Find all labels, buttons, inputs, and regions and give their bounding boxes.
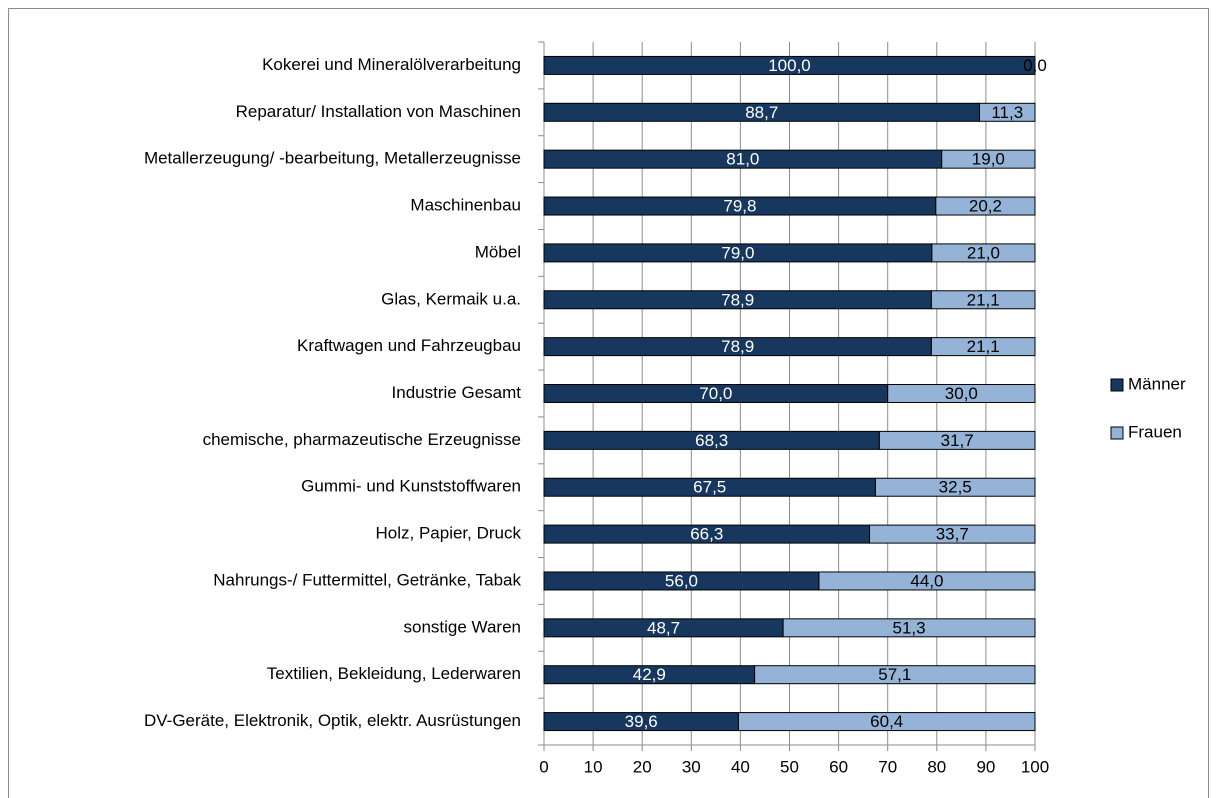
x-tick-label: 40 xyxy=(731,757,750,776)
data-label: 68,3 xyxy=(695,431,728,450)
data-label: 32,5 xyxy=(939,478,972,497)
y-tick-label: DV-Geräte, Elektronik, Optik, elektr. Au… xyxy=(144,711,521,730)
data-label: 42,9 xyxy=(633,665,666,684)
x-tick-label: 30 xyxy=(682,757,701,776)
data-label: 30,0 xyxy=(945,384,978,403)
bar-segment xyxy=(941,149,1036,169)
legend-label: Frauen xyxy=(1128,422,1182,441)
bar-segment xyxy=(931,243,1036,263)
bar-segment xyxy=(754,665,1036,685)
y-tick-label: Maschinenbau xyxy=(410,196,521,215)
x-tick-label: 0 xyxy=(539,757,548,776)
y-tick-label: sonstige Waren xyxy=(404,617,521,636)
bar-segment xyxy=(782,618,1036,638)
x-tick-label: 50 xyxy=(780,757,799,776)
y-tick-label: Nahrungs-/ Futtermittel, Getränke, Tabak xyxy=(213,570,521,589)
y-tick-label: Gummi- und Kunststoffwaren xyxy=(301,477,521,496)
data-label: 39,6 xyxy=(625,712,658,731)
x-tick-label: 60 xyxy=(829,757,848,776)
data-label: 51,3 xyxy=(893,618,926,637)
data-label: 67,5 xyxy=(693,478,726,497)
data-label: 56,0 xyxy=(665,571,698,590)
data-label: 19,0 xyxy=(972,150,1005,169)
x-tick-label: 90 xyxy=(976,757,995,776)
data-label: 20,2 xyxy=(969,197,1002,216)
bar-segment xyxy=(818,571,1036,591)
x-tick-label: 20 xyxy=(633,757,652,776)
data-label: 11,3 xyxy=(991,103,1023,122)
data-label: 60,4 xyxy=(870,712,903,731)
data-label: 48,7 xyxy=(647,618,680,637)
bar-segment xyxy=(878,430,1036,450)
legend-swatch xyxy=(1110,378,1124,392)
bar-segment xyxy=(543,55,1036,75)
data-label: 21,0 xyxy=(967,243,1000,262)
bar-segment xyxy=(935,196,1036,216)
bar-segment xyxy=(930,337,1036,357)
data-label: 33,7 xyxy=(936,525,969,544)
data-label: 79,8 xyxy=(723,197,756,216)
data-label: 88,7 xyxy=(745,103,778,122)
y-tick-label: Möbel xyxy=(475,242,521,261)
y-tick-label: chemische, pharmazeutische Erzeugnisse xyxy=(203,430,521,449)
x-tick-label: 10 xyxy=(584,757,603,776)
data-label: 57,1 xyxy=(878,665,911,684)
data-label: 21,1 xyxy=(967,337,1000,356)
y-tick-label: Textilien, Bekleidung, Lederwaren xyxy=(267,664,521,683)
legend-swatch xyxy=(1110,426,1124,440)
y-tick-label: Glas, Kermaik u.a. xyxy=(381,289,521,308)
x-tick-label: 70 xyxy=(878,757,897,776)
data-label: 44,0 xyxy=(910,571,943,590)
y-tick-label: Metallerzeugung/ -bearbeitung, Metallerz… xyxy=(144,149,521,168)
y-tick-label: Kokerei und Mineralölverarbeitung xyxy=(262,55,521,74)
bar-segment xyxy=(930,290,1036,310)
data-label: 21,1 xyxy=(967,290,1000,309)
bar-segment xyxy=(869,524,1036,544)
data-label: 81,0 xyxy=(726,150,759,169)
data-label: 78,9 xyxy=(721,337,754,356)
data-label: 100,0 xyxy=(768,56,811,75)
y-tick-label: Industrie Gesamt xyxy=(392,383,522,402)
bar-segment xyxy=(874,477,1036,497)
legend-label: Männer xyxy=(1128,374,1186,393)
data-label: 70,0 xyxy=(699,384,732,403)
x-tick-label: 80 xyxy=(927,757,946,776)
y-tick-label: Reparatur/ Installation von Maschinen xyxy=(236,102,521,121)
bar-segment xyxy=(737,712,1036,732)
y-tick-label: Kraftwagen und Fahrzeugbau xyxy=(297,336,521,355)
data-label: 0,0 xyxy=(1023,56,1047,75)
data-label: 31,7 xyxy=(941,431,974,450)
data-label: 79,0 xyxy=(721,243,754,262)
bar-segment xyxy=(887,384,1036,403)
x-tick-label: 100 xyxy=(1021,757,1049,776)
bar-segment xyxy=(979,102,1036,122)
data-label: 66,3 xyxy=(690,525,723,544)
y-tick-label: Holz, Papier, Druck xyxy=(376,524,522,543)
data-label: 78,9 xyxy=(721,290,754,309)
